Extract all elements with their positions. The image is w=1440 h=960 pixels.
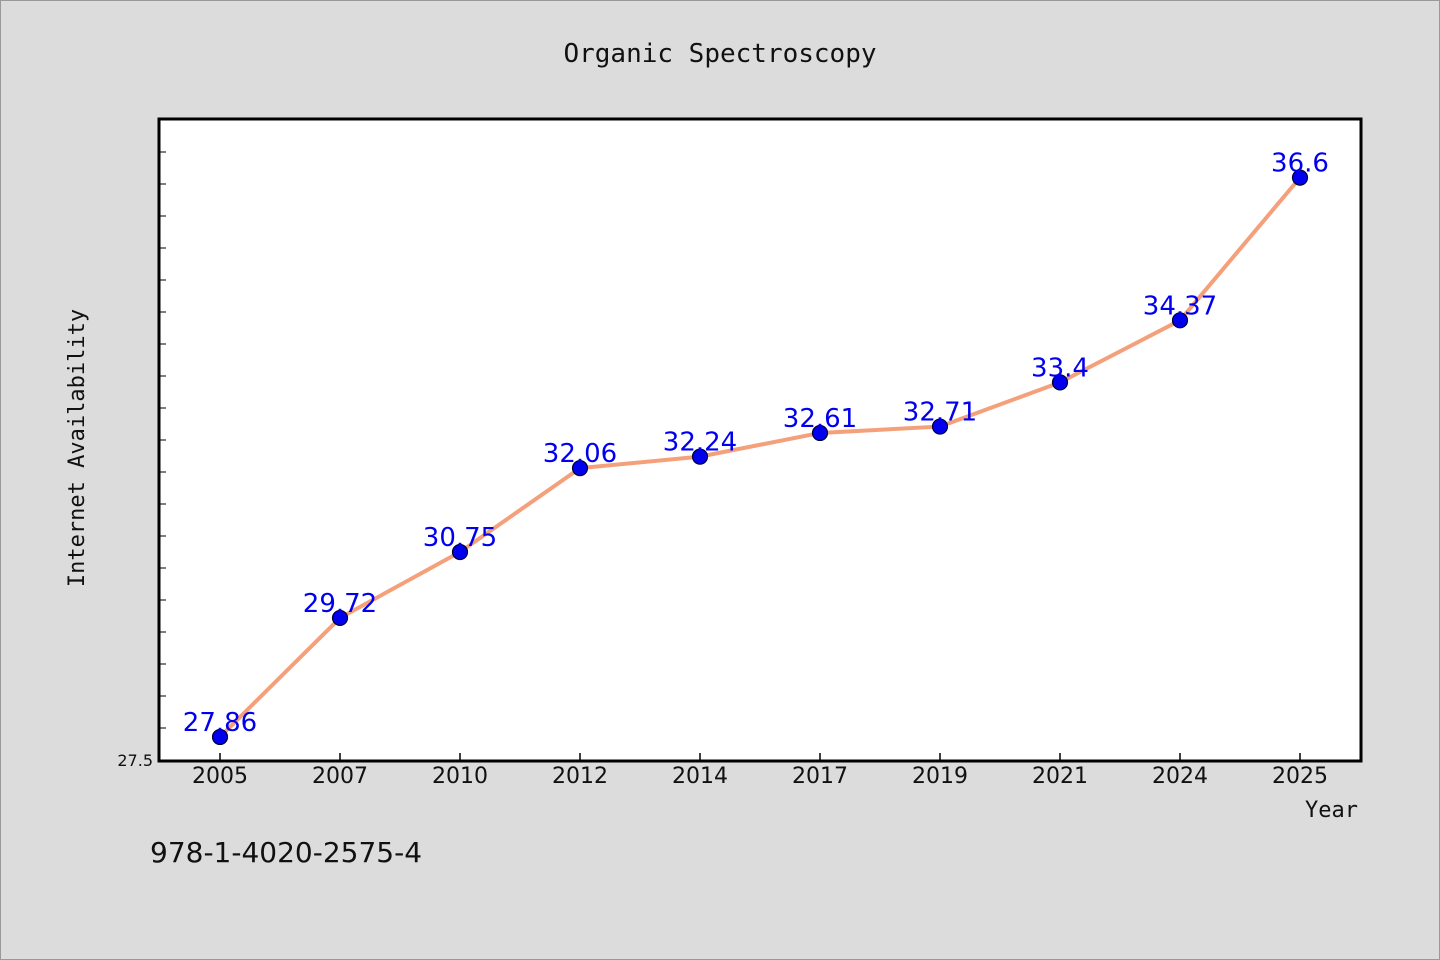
data-point [811,424,829,442]
data-point [331,609,349,627]
data-point [451,543,469,561]
x-tick-label: 2024 [1152,764,1208,789]
x-tick-label: 2007 [312,764,368,789]
series-line [218,176,1302,739]
x-tick-label: 2019 [912,764,968,789]
x-tick-label: 2021 [1032,764,1088,789]
data-label: 32.06 [543,439,617,469]
x-axis-ticks [219,753,1301,760]
x-axis-label: Year [1305,798,1358,823]
data-label: 34.37 [1143,291,1217,321]
data-label: 33.4 [1031,353,1089,383]
data-point [1051,374,1069,391]
x-axis-tick-labels: 2005 2007 2010 2012 2014 2017 2019 2021 2024 2025 [192,764,1328,789]
x-tick-label: 2025 [1272,764,1328,789]
data-label: 29.72 [303,589,377,619]
x-tick-label: 2010 [432,764,488,789]
data-label: 30.75 [423,523,497,553]
plot-area [157,117,1363,763]
x-tick-label: 2005 [192,764,248,789]
chart-title: Organic Spectroscopy [563,39,876,69]
data-point [1171,312,1189,329]
series-line-group: 27.86 29.72 30.75 32.06 32.24 32.61 32.71 33.4 3… [183,149,1329,746]
data-point [571,460,589,477]
caption-text: 978-1-4020-2575-4 [150,836,422,869]
x-tick-label: 2017 [792,764,848,789]
y-axis-label: Internet Availability [65,309,90,587]
data-point [931,418,949,435]
y-axis-ticks [160,151,166,729]
y-tick-label: 27.5 [117,751,153,770]
data-point [1291,169,1309,186]
data-point [211,728,229,746]
x-tick-label: 2012 [552,764,608,789]
x-tick-label: 2014 [672,764,728,789]
data-point [691,448,709,465]
data-label: 36.6 [1271,149,1329,179]
data-label: 32.24 [663,428,737,458]
data-label: 32.61 [783,404,857,434]
data-label: 27.86 [183,708,257,738]
data-label: 32.71 [903,398,977,428]
